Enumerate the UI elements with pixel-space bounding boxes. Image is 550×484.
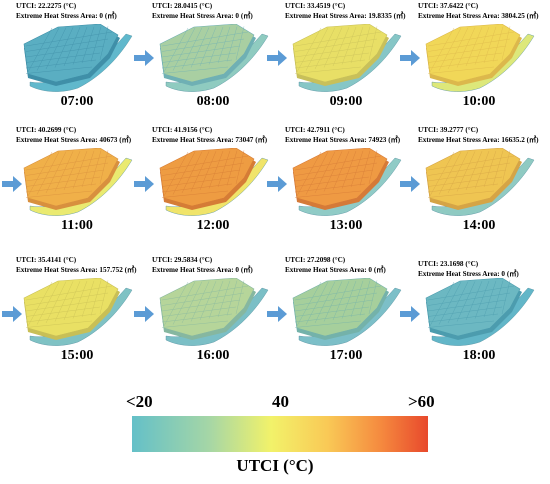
heat-area-label: Extreme Heat Stress Area: 0 (㎡): [152, 266, 253, 274]
arrow-right-icon: [267, 306, 287, 322]
utci-label: UTCI: 41.9156 (°C): [152, 126, 213, 134]
city-map: [159, 24, 269, 92]
heat-area-label: Extreme Heat Stress Area: 0 (㎡): [418, 270, 519, 278]
heat-area-label: Extreme Heat Stress Area: 19.8335 (㎡): [285, 12, 406, 20]
heat-area-label: Extreme Heat Stress Area: 73047 (㎡): [152, 136, 268, 144]
legend-label-max: >60: [408, 392, 435, 411]
time-label: 12:00: [196, 218, 230, 233]
city-map: [159, 148, 269, 216]
arrow-right-icon: [400, 50, 420, 66]
city-map: [292, 24, 402, 92]
heat-area-label: Extreme Heat Stress Area: 16635.2 (㎡): [418, 136, 539, 144]
utci-label: UTCI: 33.4519 (°C): [285, 2, 346, 10]
panel-1000: UTCI: 37.6422 (°C) Extreme Heat Stress A…: [418, 2, 540, 120]
time-label: 08:00: [196, 94, 230, 109]
city-map: [23, 278, 133, 346]
city-map: [425, 148, 535, 216]
utci-label: UTCI: 39.2777 (°C): [418, 126, 479, 134]
time-label: 17:00: [329, 348, 363, 363]
panel-0700: UTCI: 22.2275 (°C) Extreme Heat Stress A…: [16, 2, 138, 120]
arrow-right-icon: [400, 176, 420, 192]
arrow-right-icon: [400, 306, 420, 322]
heat-area-label: Extreme Heat Stress Area: 74923 (㎡): [285, 136, 401, 144]
time-label: 13:00: [329, 218, 363, 233]
utci-label: UTCI: 23.1698 (°C): [418, 260, 479, 268]
arrow-right-icon: [267, 176, 287, 192]
time-label: 18:00: [462, 348, 496, 363]
utci-label: UTCI: 40.2699 (°C): [16, 126, 77, 134]
legend-title: UTCI (°C): [236, 456, 314, 475]
legend-label-mid: 40: [272, 392, 289, 411]
panel-1100: UTCI: 40.2699 (°C) Extreme Heat Stress A…: [16, 126, 138, 244]
utci-label: UTCI: 28.0415 (°C): [152, 2, 213, 10]
utci-label: UTCI: 42.7911 (°C): [285, 126, 345, 134]
arrow-right-icon: [2, 176, 22, 192]
panel-1800: UTCI: 23.1698 (°C) Extreme Heat Stress A…: [418, 256, 540, 374]
panel-1200: UTCI: 41.9156 (°C) Extreme Heat Stress A…: [152, 126, 274, 244]
city-map: [425, 278, 535, 346]
city-map: [292, 148, 402, 216]
heat-area-label: Extreme Heat Stress Area: 157.752 (㎡): [16, 266, 137, 274]
utci-label: UTCI: 37.6422 (°C): [418, 2, 479, 10]
utci-label: UTCI: 22.2275 (°C): [16, 2, 77, 10]
city-map: [425, 24, 535, 92]
time-label: 15:00: [60, 348, 94, 363]
time-label: 10:00: [462, 94, 496, 109]
city-map: [23, 148, 133, 216]
panel-1600: UTCI: 29.5834 (°C) Extreme Heat Stress A…: [152, 256, 274, 374]
utci-label: UTCI: 35.4141 (°C): [16, 256, 77, 264]
time-label: 16:00: [196, 348, 230, 363]
panel-1400: UTCI: 39.2777 (°C) Extreme Heat Stress A…: [418, 126, 540, 244]
legend-color-bar: [132, 416, 428, 452]
utci-label: UTCI: 29.5834 (°C): [152, 256, 213, 264]
arrow-right-icon: [2, 306, 22, 322]
panel-1700: UTCI: 27.2098 (°C) Extreme Heat Stress A…: [285, 256, 407, 374]
heat-area-label: Extreme Heat Stress Area: 0 (㎡): [285, 266, 386, 274]
city-map: [159, 278, 269, 346]
panel-0900: UTCI: 33.4519 (°C) Extreme Heat Stress A…: [285, 2, 407, 120]
utci-label: UTCI: 27.2098 (°C): [285, 256, 346, 264]
heat-area-label: Extreme Heat Stress Area: 0 (㎡): [152, 12, 253, 20]
city-map: [292, 278, 402, 346]
legend-label-min: <20: [126, 392, 153, 411]
arrow-right-icon: [134, 176, 154, 192]
panel-0800: UTCI: 28.0415 (°C) Extreme Heat Stress A…: [152, 2, 274, 120]
arrow-right-icon: [134, 50, 154, 66]
arrow-right-icon: [267, 50, 287, 66]
time-label: 11:00: [61, 218, 93, 233]
time-label: 09:00: [329, 94, 363, 109]
panel-1300: UTCI: 42.7911 (°C) Extreme Heat Stress A…: [285, 126, 407, 244]
heat-area-label: Extreme Heat Stress Area: 3804.25 (㎡): [418, 12, 539, 20]
heat-area-label: Extreme Heat Stress Area: 40673 (㎡): [16, 136, 132, 144]
heat-area-label: Extreme Heat Stress Area: 0 (㎡): [16, 12, 117, 20]
arrow-right-icon: [134, 306, 154, 322]
city-map: [23, 24, 133, 92]
time-label: 07:00: [60, 94, 94, 109]
panel-1500: UTCI: 35.4141 (°C) Extreme Heat Stress A…: [16, 256, 138, 374]
time-label: 14:00: [462, 218, 496, 233]
